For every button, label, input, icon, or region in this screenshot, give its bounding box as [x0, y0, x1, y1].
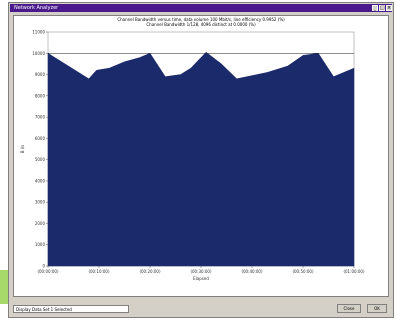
chart-title-line2: Channel Bandwidth 1/128, 4096 distinct a… — [146, 22, 256, 27]
maximize-button[interactable]: □ — [379, 5, 385, 11]
bandwidth-area — [47, 51, 355, 267]
y-tick-label: 0 — [42, 264, 45, 269]
y-tick-label: 1000 — [35, 242, 46, 247]
x-tick-label: (01:00:00) — [343, 269, 365, 274]
x-tick-label: (00:50:00) — [292, 269, 314, 274]
ok-button[interactable]: OK — [367, 304, 387, 313]
bandwidth-area-chart: 0 1000 2000 3000 4000 5000 6000 7000 8000 9000 100… — [20, 30, 365, 282]
x-tick-label: (00:30:00) — [190, 269, 212, 274]
x-axis-label: Elapsed — [193, 276, 209, 281]
app-window: Network Analyzer _ □ × Channel Bandwidth… — [8, 2, 394, 318]
y-tick-label: 8000 — [35, 93, 46, 98]
y-tick-label: 6000 — [35, 136, 46, 141]
y-tick-label: 5000 — [35, 157, 46, 162]
close-dialog-button[interactable]: Close — [337, 304, 361, 313]
y-tick-label: 3000 — [35, 200, 46, 205]
minimize-button[interactable]: _ — [372, 5, 378, 11]
y-tick-label: 2000 — [35, 221, 46, 226]
x-tick-label: (00:00:00) — [37, 269, 59, 274]
y-tick-label: 7000 — [35, 115, 46, 120]
y-tick-label: 9000 — [35, 72, 46, 77]
x-tick-label: (00:20:00) — [139, 269, 161, 274]
y-axis-label: B i/s — [20, 145, 25, 154]
y-tick-label: 4000 — [35, 178, 46, 183]
x-tick-label: (00:40:00) — [241, 269, 263, 274]
y-tick-label: 11000 — [32, 30, 45, 35]
chart-title-line1: Channel Bandwidth versus time, data volu… — [117, 17, 285, 22]
chart-panel: Channel Bandwidth versus time, data volu… — [13, 15, 389, 297]
close-button[interactable]: × — [386, 5, 392, 11]
status-bar: Display Data Set 1 Selected Close OK — [11, 299, 391, 315]
window-title: Network Analyzer — [14, 5, 59, 11]
x-tick-label: (00:10:00) — [88, 269, 110, 274]
dataset-select[interactable]: Display Data Set 1 Selected — [13, 305, 129, 313]
y-tick-label: 10000 — [32, 51, 45, 56]
title-bar[interactable]: Network Analyzer _ □ × — [10, 4, 392, 12]
